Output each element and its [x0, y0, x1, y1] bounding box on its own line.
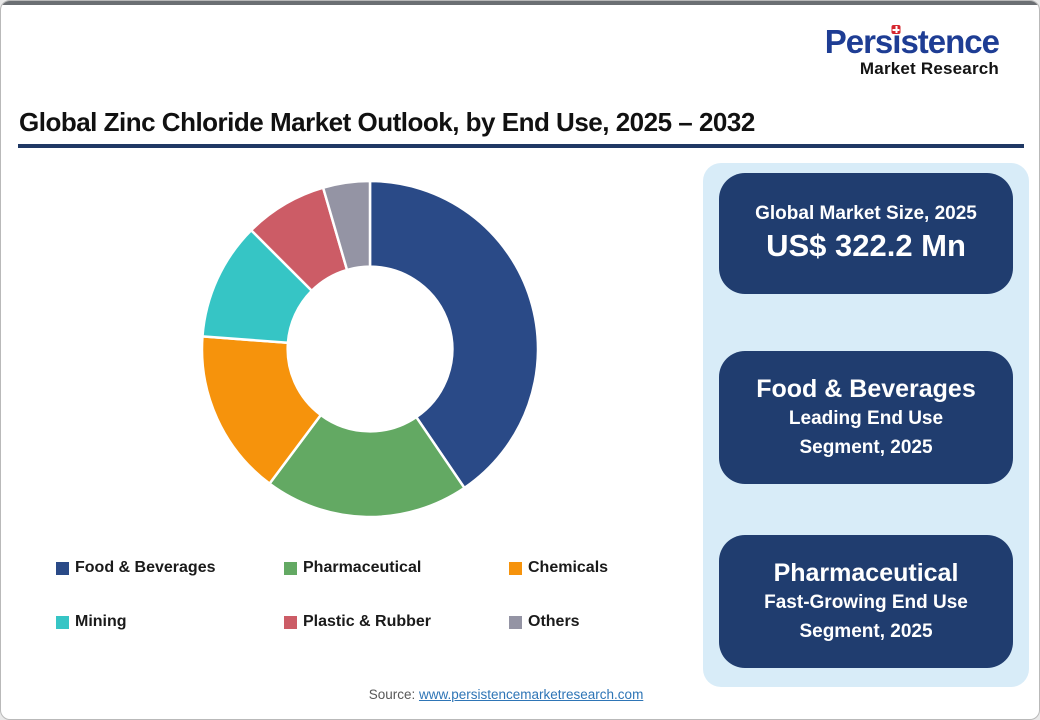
source-link[interactable]: www.persistencemarketresearch.com — [418, 687, 644, 702]
persistence-market-research-logo: Persı stence Market Research — [824, 23, 1000, 79]
leading-segment-desc-line1: Leading End Use — [788, 408, 944, 430]
legend-swatch-food-beverages — [56, 561, 69, 575]
donut-segment-food-beverages — [368, 179, 540, 490]
legend-label: Mining — [75, 613, 127, 630]
page-title: Global Zinc Chloride Market Outlook, by … — [19, 107, 755, 137]
source-line: Source: www.persistencemarketresearch.co… — [1, 687, 1011, 702]
logo-brand-post: stence — [900, 23, 1000, 60]
legend-label: Pharmaceutical — [303, 559, 422, 576]
leading-segment-card: Food & Beverages Leading End Use Segment… — [719, 351, 1013, 484]
legend-item-plastic-rubber: Plastic & Rubber — [284, 612, 431, 632]
donut-segment-chemicals — [200, 335, 323, 486]
donut-segment-pharmaceutical — [267, 413, 467, 519]
fast-growing-segment-name: Pharmaceutical — [773, 558, 959, 587]
legend-item-mining: Mining — [56, 612, 127, 632]
market-size-value: US$ 322.2 Mn — [766, 227, 966, 263]
fast-growing-segment-desc-line2: Segment, 2025 — [799, 620, 933, 642]
legend-label: Food & Beverages — [75, 559, 216, 576]
top-edge-strip — [1, 1, 1039, 5]
logo-brand-text: Persı stence — [824, 23, 1000, 60]
fast-growing-segment-desc-line1: Fast-Growing End Use — [764, 592, 968, 614]
donut-segment-others — [321, 179, 372, 272]
legend-swatch-mining — [56, 615, 69, 629]
market-size-card-title: Global Market Size, 2025 — [755, 203, 977, 225]
legend-swatch-others — [509, 615, 522, 629]
highlights-panel: Global Market Size, 2025 US$ 322.2 Mn Fo… — [703, 163, 1029, 687]
title-underline — [18, 144, 1024, 148]
legend-item-food-beverages: Food & Beverages — [56, 558, 215, 578]
source-label: Source: — [368, 687, 416, 702]
logo-brand-pre: Pers — [824, 23, 894, 60]
leading-segment-desc-line2: Segment, 2025 — [799, 436, 933, 458]
legend-swatch-plastic-rubber — [284, 615, 297, 629]
logo-i-dot-icon — [891, 25, 901, 34]
logo-subtitle: Market Research — [859, 59, 999, 78]
legend-item-chemicals: Chemicals — [509, 558, 608, 578]
donut-chart — [200, 179, 540, 519]
logo-letter-i: ı — [891, 23, 901, 60]
fast-growing-segment-card: Pharmaceutical Fast-Growing End Use Segm… — [719, 535, 1013, 668]
legend-label: Others — [528, 613, 580, 630]
legend-label: Plastic & Rubber — [303, 613, 432, 630]
legend-swatch-chemicals — [509, 561, 522, 575]
legend-item-others: Others — [509, 612, 580, 632]
legend-label: Chemicals — [528, 559, 609, 576]
market-size-card: Global Market Size, 2025 US$ 322.2 Mn — [719, 173, 1013, 294]
legend-item-pharmaceutical: Pharmaceutical — [284, 558, 421, 578]
legend-swatch-pharmaceutical — [284, 561, 297, 575]
leading-segment-name: Food & Beverages — [756, 374, 976, 403]
